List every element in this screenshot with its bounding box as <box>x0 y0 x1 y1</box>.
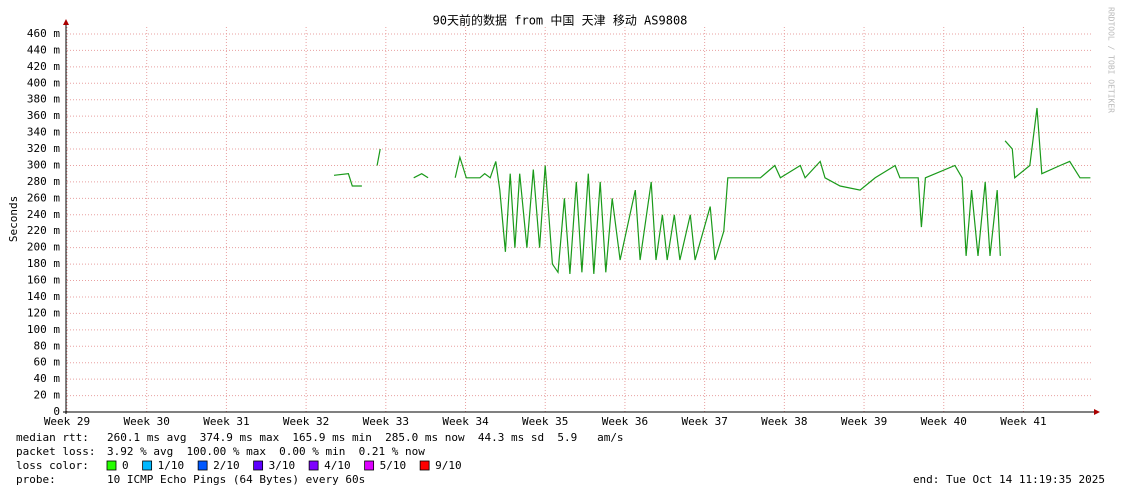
legend-entry: 0 <box>122 459 129 472</box>
x-tick-label: Week 32 <box>283 415 329 428</box>
median-line <box>333 107 1091 275</box>
y-tick-label: 160 m <box>27 274 60 287</box>
y-tick-label: 420 m <box>27 60 60 73</box>
y-tick-label: 360 m <box>27 109 60 122</box>
y-tick-label: 320 m <box>27 142 60 155</box>
x-tick-label: Week 30 <box>124 415 170 428</box>
stats-text: 3.92 % avg 100.00 % max 0.00 % min 0.21 … <box>107 445 425 458</box>
axis-arrow <box>63 19 69 25</box>
x-tick-label: Week 36 <box>602 415 648 428</box>
x-tick-label: Week 31 <box>203 415 249 428</box>
y-tick-label: 300 m <box>27 158 60 171</box>
x-tick-label: Week 35 <box>522 415 568 428</box>
watermark: RRDTOOL / TOBI OETIKER <box>1107 7 1116 113</box>
y-tick-label: 280 m <box>27 175 60 188</box>
y-tick-label: 0 <box>53 405 60 418</box>
probe-text: 10 ICMP Echo Pings (64 Bytes) every 60s <box>107 473 365 486</box>
x-tick-label: Week 38 <box>761 415 807 428</box>
x-tick-label: Week 37 <box>681 415 727 428</box>
y-tick-label: 100 m <box>27 323 60 336</box>
y-tick-label: 260 m <box>27 191 60 204</box>
legend-swatch <box>419 460 430 471</box>
y-tick-label: 400 m <box>27 76 60 89</box>
x-tick-label: Week 34 <box>442 415 489 428</box>
y-tick-label: 120 m <box>27 306 60 319</box>
x-tick-label: Week 39 <box>841 415 887 428</box>
x-tick-label: Week 40 <box>921 415 967 428</box>
probe-label: probe: <box>16 473 56 486</box>
legend-entry: 9/10 <box>435 459 462 472</box>
legend-swatch <box>308 460 319 471</box>
y-tick-label: 340 m <box>27 126 60 139</box>
y-tick-label: 380 m <box>27 93 60 106</box>
legend-entry: 2/10 <box>213 459 240 472</box>
y-tick-label: 460 m <box>27 27 60 40</box>
legend-swatch <box>106 460 117 471</box>
y-tick-label: 80 m <box>34 339 61 352</box>
y-axis-label: Seconds <box>7 196 20 242</box>
legend-entry: 1/10 <box>158 459 185 472</box>
y-tick-label: 180 m <box>27 257 60 270</box>
chart-title: 90天前的数据 from 中国 天津 移动 AS9808 <box>433 13 688 28</box>
legend-swatch <box>253 460 264 471</box>
y-tick-label: 40 m <box>34 372 61 385</box>
end-time: end: Tue Oct 14 11:19:35 2025 <box>913 473 1105 486</box>
legend-label: loss color: <box>16 459 89 472</box>
legend-entry: 4/10 <box>324 459 351 472</box>
legend-entry: 5/10 <box>380 459 407 472</box>
y-tick-label: 240 m <box>27 208 60 221</box>
y-tick-label: 60 m <box>34 356 61 369</box>
x-tick-label: Week 41 <box>1000 415 1046 428</box>
stats-label: packet loss: <box>16 445 95 458</box>
y-tick-label: 140 m <box>27 290 60 303</box>
axis-arrow <box>1094 409 1100 415</box>
y-tick-label: 20 m <box>34 389 61 402</box>
y-tick-label: 220 m <box>27 224 60 237</box>
x-tick-label: Week 33 <box>363 415 409 428</box>
y-tick-label: 200 m <box>27 241 60 254</box>
legend-swatch <box>364 460 375 471</box>
legend-swatch <box>197 460 208 471</box>
legend-swatch <box>142 460 153 471</box>
legend-entry: 3/10 <box>269 459 296 472</box>
stats-label: median rtt: <box>16 431 89 444</box>
x-tick-label: Week 29 <box>44 415 90 428</box>
stats-text: 260.1 ms avg 374.9 ms max 165.9 ms min 2… <box>107 431 624 444</box>
y-tick-label: 440 m <box>27 43 60 56</box>
